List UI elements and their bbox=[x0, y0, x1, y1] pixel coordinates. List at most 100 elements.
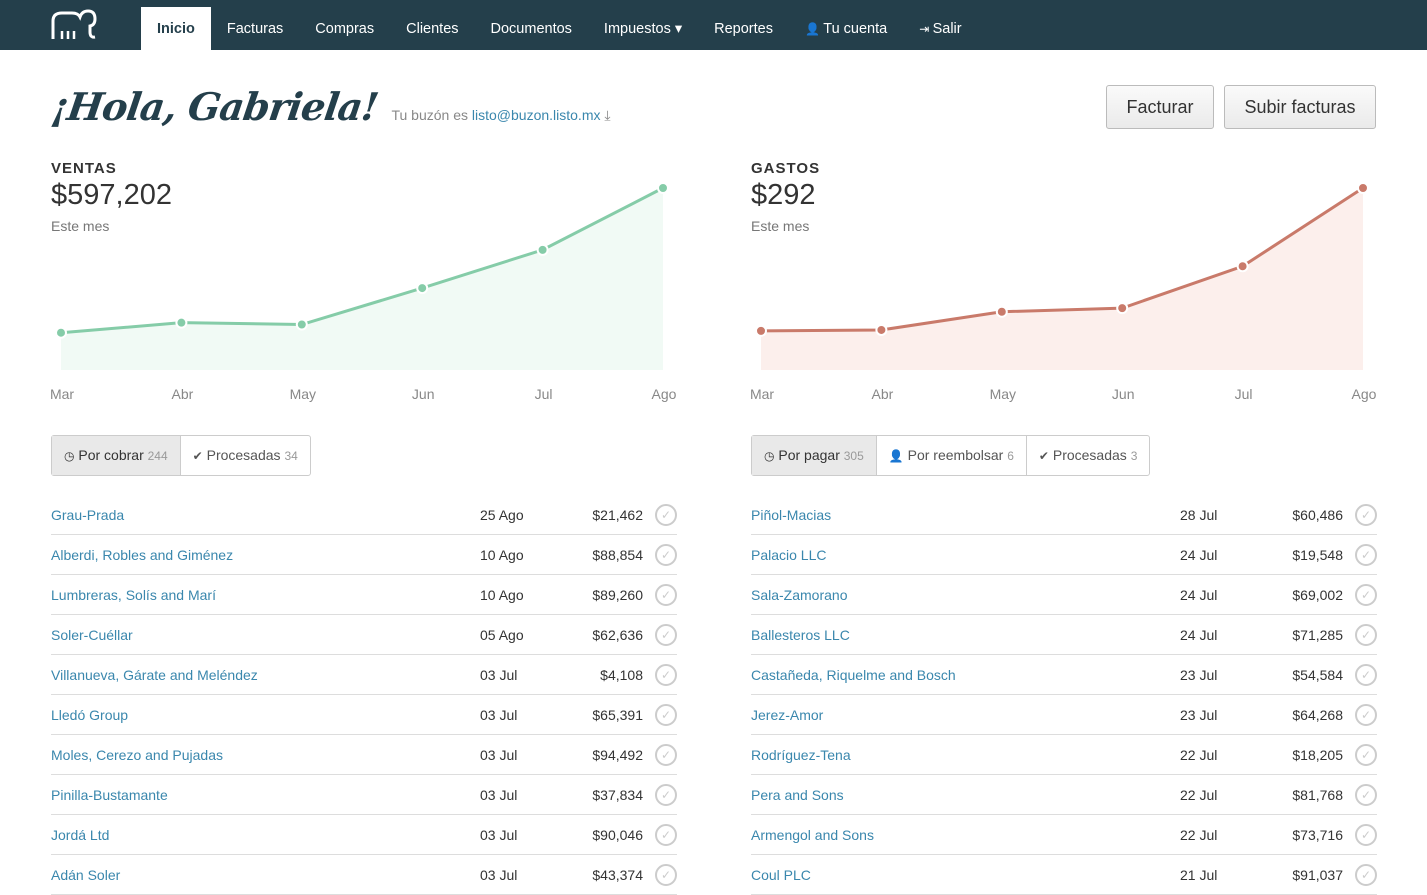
ventas-point[interactable] bbox=[295, 318, 308, 331]
check-circle-icon[interactable]: ✓ bbox=[655, 543, 677, 566]
nav-item-clientes[interactable]: Clientes bbox=[390, 7, 474, 50]
check-circle-icon[interactable]: ✓ bbox=[655, 863, 677, 886]
tab-procesadas[interactable]: ✔ Procesadas 3 bbox=[1027, 436, 1149, 475]
gastos-point[interactable] bbox=[755, 324, 767, 337]
client-link[interactable]: Lledó Group bbox=[51, 706, 129, 723]
check-circle-icon[interactable]: ✓ bbox=[1355, 823, 1377, 846]
amount: $37,834 bbox=[592, 786, 643, 803]
nav-item-facturas[interactable]: Facturas bbox=[211, 7, 299, 50]
ventas-point[interactable] bbox=[175, 316, 188, 329]
facturar-button[interactable]: Facturar bbox=[1106, 85, 1214, 129]
nav-item-impuestos[interactable]: Impuestos ▾ bbox=[588, 7, 698, 50]
clock-icon: ◷ bbox=[64, 449, 75, 463]
client-link[interactable]: Pinilla-Bustamante bbox=[51, 786, 168, 803]
client-link[interactable]: Piñol-Macias bbox=[751, 506, 832, 523]
nav-label: Reportes bbox=[714, 21, 773, 37]
amount: $43,374 bbox=[592, 866, 643, 883]
client-link[interactable]: Soler-Cuéllar bbox=[51, 626, 133, 643]
ventas-total: $597,202 bbox=[51, 179, 172, 211]
mailbox-email-link[interactable]: listo@buzon.listo.mx bbox=[471, 107, 601, 123]
client-link[interactable]: Lumbreras, Solís and Marí bbox=[51, 586, 216, 603]
check-circle-icon[interactable]: ✓ bbox=[1355, 583, 1377, 606]
client-link[interactable]: Grau-Prada bbox=[51, 506, 125, 523]
amount: $89,260 bbox=[592, 586, 643, 603]
elephant-logo-icon[interactable] bbox=[50, 9, 98, 41]
check-circle-icon[interactable]: ✓ bbox=[655, 663, 677, 686]
nav-item-reportes[interactable]: Reportes bbox=[698, 7, 789, 50]
clock-icon: ◷ bbox=[764, 449, 775, 463]
client-link[interactable]: Armengol and Sons bbox=[751, 826, 874, 843]
x-tick-label: Abr bbox=[172, 386, 194, 402]
client-link[interactable]: Jerez-Amor bbox=[751, 706, 824, 723]
client-link[interactable]: Adán Soler bbox=[51, 866, 121, 883]
check-circle-icon[interactable]: ✓ bbox=[655, 583, 677, 606]
amount: $81,768 bbox=[1292, 786, 1343, 803]
client-link[interactable]: Rodríguez-Tena bbox=[751, 746, 851, 763]
client-link[interactable]: Castañeda, Riquelme and Bosch bbox=[751, 666, 956, 683]
check-circle-icon[interactable]: ✓ bbox=[1355, 503, 1377, 526]
nav-label: Salir bbox=[932, 21, 962, 37]
amount: $90,046 bbox=[592, 826, 643, 843]
x-tick-label: May bbox=[290, 386, 316, 402]
check-circle-icon[interactable]: ✓ bbox=[655, 623, 677, 646]
ventas-point[interactable] bbox=[536, 243, 549, 256]
client-link[interactable]: Ballesteros LLC bbox=[751, 626, 850, 643]
nav-label: Documentos bbox=[490, 21, 572, 37]
ventas-point[interactable] bbox=[55, 326, 67, 339]
gastos-point[interactable] bbox=[1357, 182, 1369, 194]
check-circle-icon[interactable]: ✓ bbox=[1355, 783, 1377, 806]
client-link[interactable]: Coul PLC bbox=[751, 866, 811, 883]
ventas-point[interactable] bbox=[657, 182, 669, 194]
nav-label: Clientes bbox=[406, 21, 459, 37]
list-item: Grau-Prada 25 Ago $21,462 ✓ bbox=[51, 495, 677, 535]
check-circle-icon[interactable]: ✓ bbox=[655, 783, 677, 806]
nav-item-compras[interactable]: Compras bbox=[299, 7, 390, 50]
x-tick-label: Jul bbox=[535, 386, 553, 402]
gastos-point[interactable] bbox=[1116, 302, 1129, 315]
check-circle-icon[interactable]: ✓ bbox=[655, 823, 677, 846]
ventas-point[interactable] bbox=[416, 282, 429, 295]
check-circle-icon[interactable]: ✓ bbox=[1355, 543, 1377, 566]
client-link[interactable]: Moles, Cerezo and Pujadas bbox=[51, 746, 223, 763]
gastos-area bbox=[761, 188, 1363, 370]
download-icon[interactable]: ⤓ bbox=[604, 107, 611, 123]
list-item: Pera and Sons 22 Jul $81,768 ✓ bbox=[751, 775, 1377, 815]
nav-item-inicio[interactable]: Inicio bbox=[141, 7, 211, 50]
nav-item-salir[interactable]: ⇥ Salir bbox=[903, 7, 977, 50]
tab-por-cobrar[interactable]: ◷ Por cobrar 244 bbox=[52, 436, 181, 475]
gastos-point[interactable] bbox=[875, 323, 888, 336]
x-tick-label: Jun bbox=[1112, 386, 1135, 402]
greeting-title: ¡Hola, Gabriela! bbox=[48, 84, 381, 129]
check-circle-icon[interactable]: ✓ bbox=[655, 503, 677, 526]
tab-label: Procesadas bbox=[1052, 447, 1127, 463]
subir-facturas-button[interactable]: Subir facturas bbox=[1224, 85, 1376, 129]
client-link[interactable]: Palacio LLC bbox=[751, 546, 827, 563]
client-link[interactable]: Villanueva, Gárate and Meléndez bbox=[51, 666, 258, 683]
gastos-chart: Mar Abr May Jun Jul Ago bbox=[751, 182, 1377, 402]
check-circle-icon[interactable]: ✓ bbox=[655, 703, 677, 726]
client-link[interactable]: Pera and Sons bbox=[751, 786, 844, 803]
date: 05 Ago bbox=[480, 626, 524, 643]
client-link[interactable]: Alberdi, Robles and Giménez bbox=[51, 546, 234, 563]
client-link[interactable]: Jordá Ltd bbox=[51, 826, 110, 843]
ventas-chart: Mar Abr May Jun Jul Ago bbox=[51, 182, 677, 402]
gastos-point[interactable] bbox=[995, 305, 1008, 318]
check-circle-icon[interactable]: ✓ bbox=[1355, 743, 1377, 766]
check-circle-icon[interactable]: ✓ bbox=[1355, 623, 1377, 646]
x-tick-label: Jul bbox=[1235, 386, 1253, 402]
nav-item-tu-cuenta[interactable]: 👤 Tu cuenta bbox=[789, 7, 903, 50]
nav-item-documentos[interactable]: Documentos bbox=[475, 7, 588, 50]
tab-por-reembolsar[interactable]: 👤 Por reembolsar 6 bbox=[877, 436, 1027, 475]
ventas-tabs: ◷ Por cobrar 244 ✔ Procesadas 34 bbox=[51, 435, 311, 476]
client-link[interactable]: Sala-Zamorano bbox=[751, 586, 848, 603]
gastos-point[interactable] bbox=[1236, 260, 1249, 273]
tab-procesadas[interactable]: ✔ Procesadas 34 bbox=[181, 436, 310, 475]
list-item: Piñol-Macias 28 Jul $60,486 ✓ bbox=[751, 495, 1377, 535]
check-circle-icon[interactable]: ✓ bbox=[1355, 863, 1377, 886]
check-circle-icon[interactable]: ✓ bbox=[1355, 703, 1377, 726]
tab-por-pagar[interactable]: ◷ Por pagar 305 bbox=[752, 436, 877, 475]
check-circle-icon[interactable]: ✓ bbox=[655, 743, 677, 766]
list-item: Lledó Group 03 Jul $65,391 ✓ bbox=[51, 695, 677, 735]
check-circle-icon[interactable]: ✓ bbox=[1355, 663, 1377, 686]
date: 22 Jul bbox=[1180, 746, 1218, 763]
